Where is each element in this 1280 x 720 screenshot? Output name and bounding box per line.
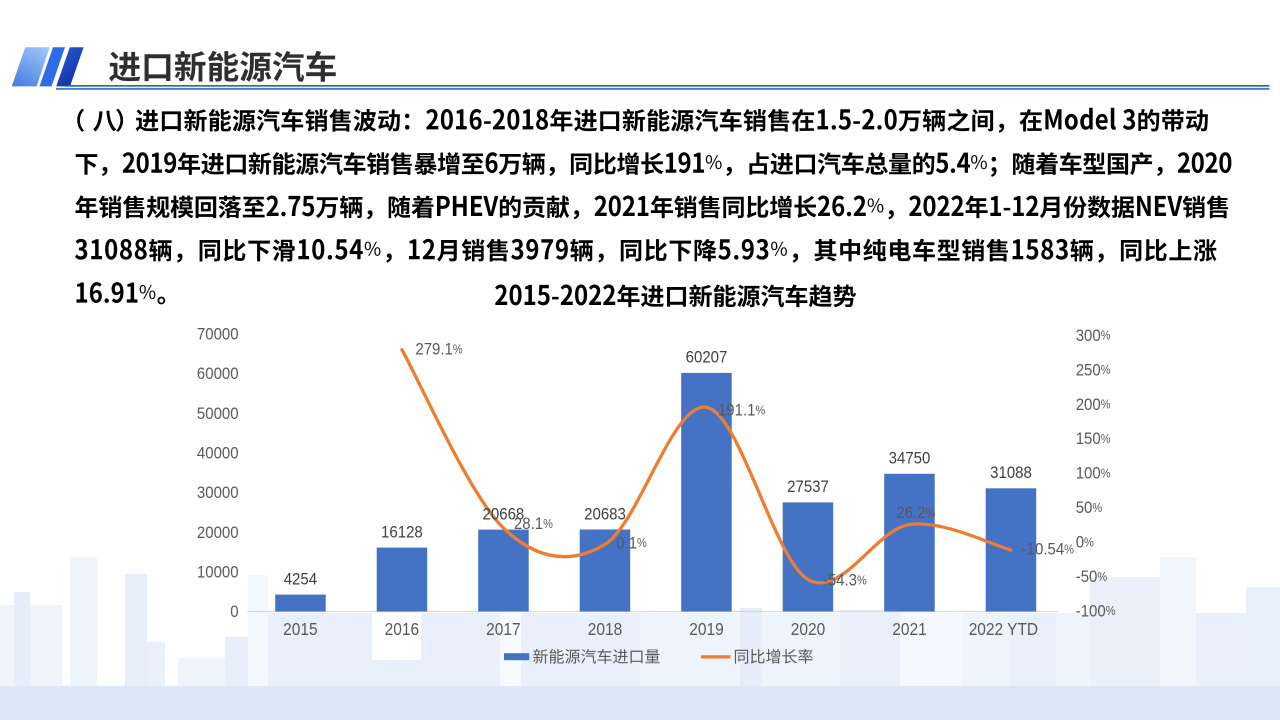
svg-text:20668: 20668	[483, 506, 525, 524]
svg-text:30000: 30000	[197, 484, 239, 502]
svg-text:34750: 34750	[889, 450, 931, 468]
svg-text:150%: 150%	[1076, 430, 1111, 448]
svg-text:279.1%: 279.1%	[415, 341, 462, 359]
svg-text:2020: 2020	[791, 619, 825, 639]
svg-text:10000: 10000	[197, 564, 239, 582]
svg-text:27537: 27537	[787, 478, 829, 496]
svg-text:2019: 2019	[689, 619, 723, 639]
svg-text:300%: 300%	[1076, 327, 1111, 345]
svg-text:2018: 2018	[588, 619, 622, 639]
svg-text:250%: 250%	[1076, 362, 1111, 380]
svg-text:60000: 60000	[197, 365, 239, 383]
svg-text:40000: 40000	[197, 445, 239, 463]
svg-text:-100%: -100%	[1076, 603, 1116, 621]
svg-text:60207: 60207	[686, 349, 728, 367]
svg-text:20683: 20683	[584, 506, 626, 524]
svg-text:191.1%: 191.1%	[718, 402, 765, 420]
svg-text:-54.3%: -54.3%	[823, 572, 867, 590]
svg-text:26.2%: 26.2%	[896, 504, 935, 522]
svg-text:2022 YTD: 2022 YTD	[969, 619, 1038, 639]
svg-text:0: 0	[230, 603, 238, 621]
svg-text:-10.54%: -10.54%	[1022, 541, 1074, 559]
svg-text:70000: 70000	[197, 326, 239, 344]
svg-text:50000: 50000	[197, 405, 239, 423]
svg-text:100%: 100%	[1076, 465, 1111, 483]
svg-text:200%: 200%	[1076, 396, 1111, 414]
svg-text:2021: 2021	[892, 619, 926, 639]
svg-text:50%: 50%	[1076, 499, 1102, 517]
svg-text:2015: 2015	[283, 619, 317, 639]
svg-text:-50%: -50%	[1076, 568, 1107, 586]
svg-text:28.1%: 28.1%	[514, 515, 553, 533]
svg-text:2017: 2017	[486, 619, 520, 639]
svg-text:20000: 20000	[197, 524, 239, 542]
svg-text:0%: 0%	[1076, 534, 1094, 552]
svg-text:0.1%: 0.1%	[616, 535, 647, 553]
svg-text:2016: 2016	[385, 619, 419, 639]
svg-text:16128: 16128	[381, 524, 423, 542]
svg-text:4254: 4254	[284, 571, 317, 589]
svg-text:31088: 31088	[990, 464, 1032, 482]
